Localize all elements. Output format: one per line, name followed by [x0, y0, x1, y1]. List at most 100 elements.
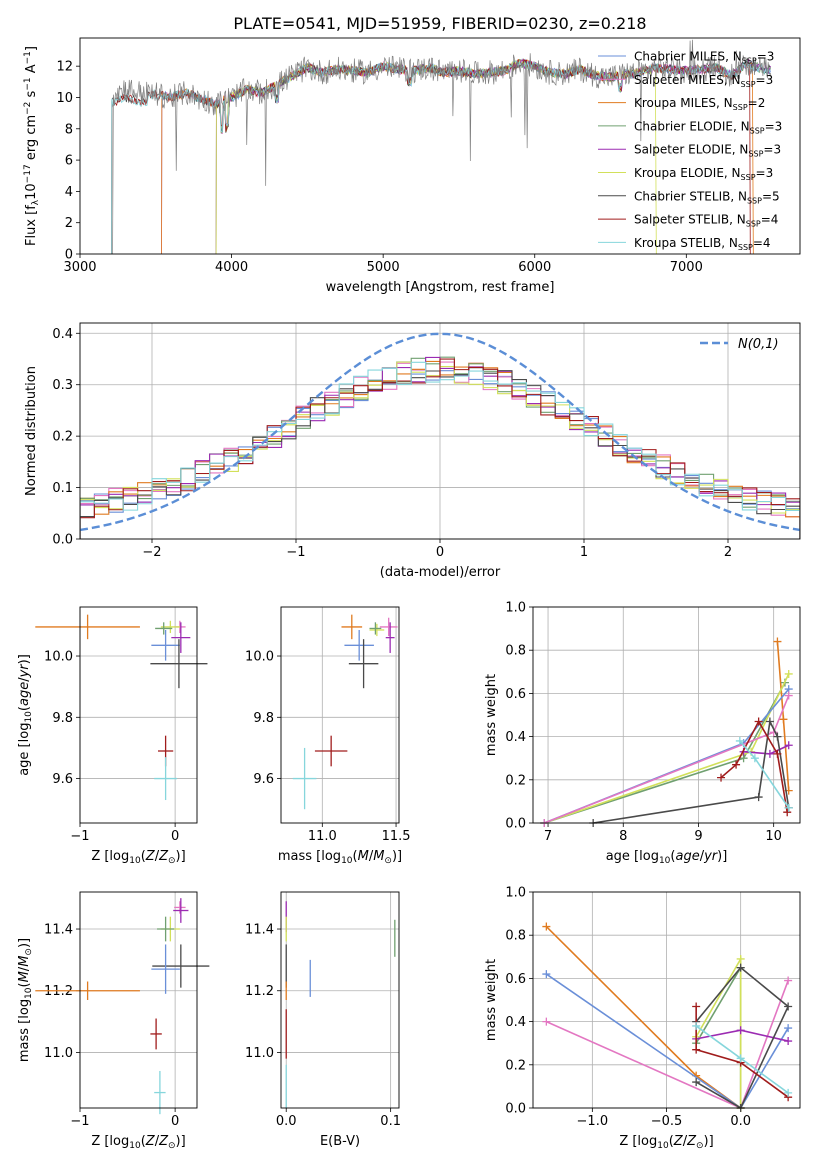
mass_vs_Z-xlabel-part: 10: [129, 1141, 141, 1151]
figure-title: PLATE=0541, MJD=51959, FIBERID=0230, z=0…: [233, 14, 646, 33]
mass_vs_Z-points: [35, 898, 210, 1115]
weight_vs_Z-xtick-label: −1.0: [577, 1114, 609, 1129]
errorbar-point: [369, 623, 385, 637]
residuals-xtick-label: −1: [286, 545, 305, 560]
age_vs_Z-axes: −1 0 9.6 9.8 10.0: [44, 607, 197, 844]
mass_vs_Z-xlabel-part: Z: [158, 1134, 169, 1149]
weight-marker: [784, 803, 793, 812]
legend-tail: =4: [753, 236, 771, 250]
residuals-xtick-label: 1: [580, 545, 588, 560]
age_vs_Z-xtick-label: 0: [171, 829, 179, 844]
legend-sub: SSP: [738, 243, 753, 252]
mass_vs_Z-xlabel-part: ⊙: [168, 1141, 176, 1151]
weight_vs_age-xtick-label: 9: [694, 829, 702, 844]
legend-tail: =3: [756, 73, 774, 87]
ylabel-part: ]: [24, 46, 39, 51]
legend-sub: SSP: [742, 57, 757, 66]
legend-entry: Chabrier MILES, NSSP=3: [634, 50, 774, 66]
weight-marker: [784, 691, 793, 700]
mass_vs_ebv-xlabel-part: E(B-V): [320, 1134, 360, 1149]
residuals-axes: −2 −1 0 1 2 0.0 0.1 0.2 0.3 0.4: [52, 323, 800, 560]
age_vs_Z-xlabel-part: Z: [145, 849, 156, 864]
weight-marker: [784, 741, 793, 750]
spectrum-frame: [79, 37, 801, 255]
weight-marker: [784, 669, 793, 678]
age_vs_mass-xlabel-part: M: [373, 849, 384, 864]
mass_vs_ebv-xtick-label: 0.1: [380, 1114, 401, 1129]
mass_vs_Z-xtick-label: −1: [70, 1114, 89, 1129]
ylabel-part: −1: [23, 51, 33, 64]
weight-marker: [736, 1054, 745, 1063]
mass_vs_ebv-ytick-label: 11.0: [245, 1046, 274, 1061]
weight_vs_Z-ylabel-part: mass weight: [484, 959, 499, 1041]
legend-sub: SSP: [741, 173, 756, 182]
weight-marker: [754, 717, 763, 726]
mass_vs_Z-ylabel-part: /: [17, 966, 32, 971]
mass_vs_Z-ylabel-part: 10: [24, 987, 34, 999]
errorbar-point: [173, 898, 189, 923]
weight_vs_Z-xlabel-part: ⊙: [696, 1141, 704, 1151]
age_vs_Z-xlabel-part: (: [141, 849, 146, 864]
weight_vs_age-xlabel-part: (: [670, 849, 675, 864]
age_vs_Z-ylabel-part: age [log: [17, 723, 32, 776]
weight-marker: [783, 808, 792, 817]
weight_vs_age-xlabel-part: yr: [703, 849, 719, 864]
weight_vs_age-ylabel: mass weight: [484, 674, 499, 756]
weight_vs_age-ytick-label: 1.0: [505, 601, 526, 616]
residuals-xtick-label: −2: [142, 545, 161, 560]
age_vs_Z-xlabel-part: ⊙: [168, 856, 176, 866]
legend-label: Kroupa ELODIE, N: [634, 166, 741, 180]
age_vs_mass-xlabel: mass [log10(M/M⊙)]: [278, 849, 402, 866]
weight_vs_age-ylabel-part: mass weight: [484, 674, 499, 756]
errorbar-point: [369, 622, 382, 635]
weight-marker: [735, 736, 744, 745]
mass_vs_Z-ylabel-part: M: [17, 971, 32, 982]
residuals-ytick-label: 0.2: [52, 430, 73, 445]
errorbar-point: [151, 629, 180, 661]
weight_vs_age-xtick-label: 8: [619, 829, 627, 844]
histogram-kroupa-stelib: [80, 361, 800, 539]
mass_vs_Z-ylabel: mass [log10(M/M⊙)]: [17, 938, 34, 1062]
errorbar-point: [150, 639, 208, 689]
weight_vs_Z-series: [542, 922, 793, 1112]
age_vs_mass-xlabel-part: mass [log: [278, 849, 341, 864]
mass_vs_Z-ytick-label: 11.2: [44, 984, 73, 999]
weight_vs_age-frame: [532, 606, 801, 824]
legend-sub: SSP: [747, 196, 762, 205]
ylabel-part: −17: [23, 164, 33, 183]
errorbar-point: [344, 629, 374, 661]
weight_vs_Z-ytick-label: 0.4: [505, 1015, 526, 1030]
weight-marker: [692, 1021, 701, 1030]
errorbar-point: [155, 622, 173, 635]
spectrum-ytick-label: 4: [65, 185, 73, 200]
legend-tail: =4: [761, 213, 779, 227]
errorbar-point: [174, 901, 186, 914]
mass_vs_ebv-frame: [280, 891, 400, 1109]
mass_vs_Z-ylabel-part: (: [17, 982, 32, 987]
age_vs_Z-ytick-label: 9.6: [52, 772, 73, 787]
weight-marker: [784, 1002, 793, 1011]
weight_vs_Z-xlabel-part: Z: [686, 1134, 697, 1149]
age_vs_mass-frame: [280, 606, 400, 824]
errorbar-point: [151, 944, 180, 994]
age_vs_mass-xtick-label: 11.0: [308, 829, 337, 844]
weight_vs_age-xlabel-part: /: [700, 849, 705, 864]
weight-marker: [692, 1045, 701, 1054]
weight-marker: [765, 717, 774, 726]
age_vs_Z-ylabel-part: age: [17, 682, 32, 706]
errorbar-point: [154, 1070, 166, 1115]
age_vs_mass-ytick-label: 9.6: [253, 772, 274, 787]
residuals-ytick-label: 0.0: [52, 533, 73, 548]
errorbar-point: [152, 944, 210, 988]
errorbar-point: [341, 614, 363, 640]
legend-label: Chabrier ELODIE, N: [634, 119, 750, 133]
weight_vs_Z-xtick-label: −0.5: [651, 1114, 683, 1129]
age_vs_Z-xlabel: Z [log10(Z/Z⊙)]: [91, 849, 185, 866]
residual-histograms: [80, 332, 800, 539]
weight_vs_Z-xlabel-part: /: [683, 1134, 688, 1149]
residuals-ytick-label: 0.4: [52, 327, 73, 342]
age_vs_Z-xlabel-part: )]: [176, 849, 186, 864]
weight_vs_age-xlabel-part: 10: [659, 856, 671, 866]
residuals-xtick-label: 0: [436, 545, 444, 560]
spectrum-xtick-label: 6000: [518, 260, 551, 275]
